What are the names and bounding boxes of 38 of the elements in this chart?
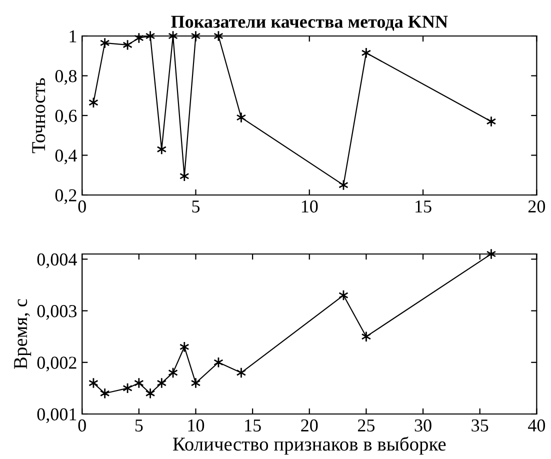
y-tick-label: 0,4	[55, 150, 77, 164]
y-tick-label: 0,003	[37, 305, 77, 320]
y-tick-label: 0,001	[37, 408, 76, 424]
chart-title: Показатели качества метода KNN	[171, 16, 448, 31]
x-tick-label: 25	[358, 419, 375, 432]
x-tick-label: 0	[78, 200, 86, 213]
x-axis-title: Количество признаков в выборке	[172, 436, 446, 455]
point	[156, 377, 167, 389]
y-axis-title: Точность	[32, 78, 46, 154]
x-tick-label: 15	[245, 419, 261, 432]
y-tick-label: 0,8	[55, 70, 77, 85]
point	[236, 112, 246, 124]
x-tick-label: 5	[135, 420, 143, 432]
point	[361, 331, 372, 342]
x-tick-label: 5	[192, 200, 200, 213]
point	[190, 377, 201, 389]
x-tick-label: 10	[188, 419, 204, 432]
x-tick-label: 30	[414, 419, 432, 432]
point	[486, 116, 496, 128]
x-tick-label: 35	[472, 419, 488, 432]
point	[122, 39, 132, 50]
x-tick-label: 40	[528, 419, 546, 432]
x-tick-label: 15	[416, 200, 432, 213]
x-tick-label: 10	[302, 200, 318, 213]
x-tick-label: 0	[78, 419, 86, 432]
y-tick-label: 0,004	[37, 253, 77, 268]
y-tick-label: 1	[70, 30, 76, 42]
x-tick-label: 20	[301, 419, 318, 432]
y-tick-label: 0,2	[55, 189, 76, 204]
point	[361, 47, 372, 58]
point	[100, 37, 110, 49]
x-tick-label: 20	[528, 200, 546, 213]
point	[179, 341, 190, 352]
point	[100, 388, 110, 399]
y-axis-title: Время, с	[14, 299, 32, 369]
point	[134, 377, 144, 389]
y-tick-label: 0,002	[37, 356, 76, 372]
y-tick-label: 0,6	[55, 110, 77, 125]
